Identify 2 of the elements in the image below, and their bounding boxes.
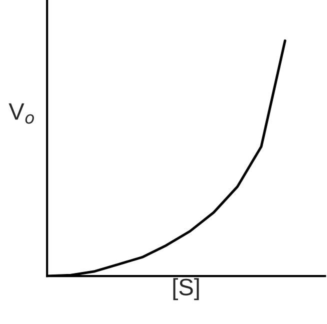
x-axis-title: [S] — [173, 278, 199, 300]
y-axis-title: V$_{o}$ — [8, 103, 34, 124]
